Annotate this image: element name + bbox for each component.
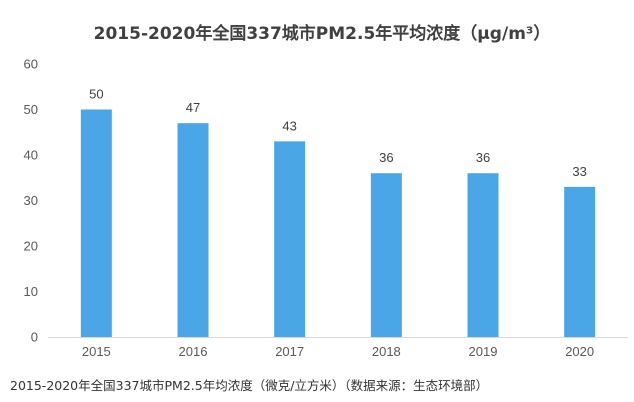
y-tick-label: 40 [24,148,38,163]
data-label-2019: 36 [476,150,490,165]
x-tick-label: 2015 [82,344,111,359]
bar-2017 [274,141,306,337]
x-tick-label: 2019 [469,344,498,359]
y-tick-label: 30 [24,193,38,208]
data-label-2015: 50 [89,87,103,102]
data-label-2018: 36 [379,150,393,165]
chart-title: 2015-2020年全国337城市PM2.5年平均浓度（μg/m³） [94,23,551,44]
x-axis: 2015 2016 2017 2018 2019 2020 [82,344,594,359]
data-label-2020: 33 [572,164,586,179]
bar-2019 [467,173,499,337]
data-label-2016: 47 [186,100,200,115]
x-tick-label: 2018 [372,344,401,359]
y-tick-label: 20 [24,239,38,254]
bar-2020 [564,186,596,337]
bar-2018 [370,173,402,337]
y-tick-label: 10 [24,284,38,299]
y-tick-label: 50 [24,102,38,117]
y-tick-label: 0 [31,330,38,345]
y-axis: 0 10 20 30 40 50 60 [24,57,38,345]
chart-caption: 2015-2020年全国337城市PM2.5年均浓度（微克/立方米）（数据来源：… [10,378,489,393]
data-label-2017: 43 [282,118,296,133]
x-tick-label: 2016 [179,344,208,359]
y-tick-label: 60 [24,57,38,72]
bar-series: 50 47 43 36 36 33 [80,87,596,338]
bar-2016 [177,123,209,338]
x-tick-label: 2017 [275,344,304,359]
bar-2015 [80,109,112,337]
x-tick-label: 2020 [565,344,594,359]
